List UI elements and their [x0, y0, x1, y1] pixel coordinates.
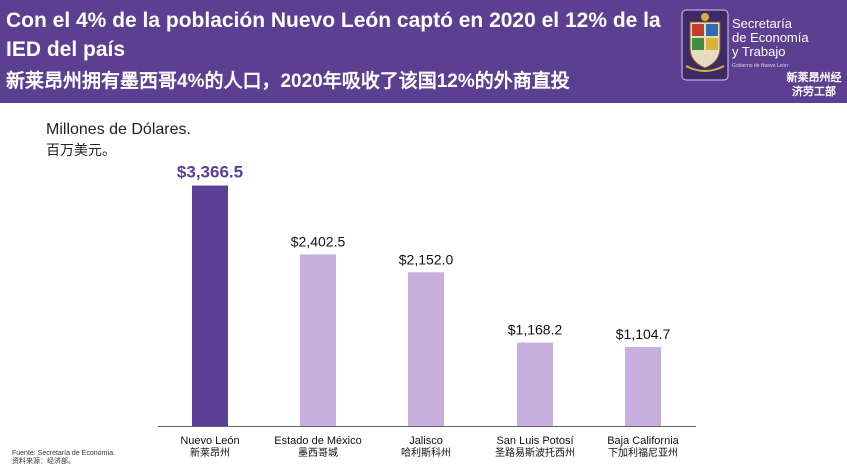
bar-2 — [408, 272, 444, 426]
category-label-3: San Luis Potosí — [496, 435, 573, 447]
category-label-zh-1: 墨西哥城 — [298, 447, 338, 459]
category-label-zh-3: 圣路易斯波托西州 — [495, 446, 575, 459]
category-label-1: Estado de México — [274, 435, 361, 447]
unit-label-spanish: Millones de Dólares. — [46, 121, 191, 138]
category-label-zh-4: 下加利福尼亚州 — [608, 446, 678, 459]
category-label-4: Baja California — [607, 435, 679, 447]
value-label-3: $1,168.2 — [508, 322, 563, 338]
category-label-2: Jalisco — [409, 435, 443, 447]
ministry-name: Secretaría de Economía y Trabajo — [732, 16, 809, 59]
source-note: Fuente: Secretaría de Economía. 资料来源：经济部… — [12, 450, 116, 465]
value-label-4: $1,104.7 — [616, 326, 671, 342]
title-banner: Con el 4% de la población Nuevo León cap… — [0, 0, 847, 103]
office-name-chinese: 新莱昂州经 济劳工部 — [786, 72, 842, 98]
title-chinese: 新莱昂州拥有墨西哥4%的人口，2020年吸收了该国12%的外商直投 — [6, 71, 570, 92]
bar-1 — [300, 254, 336, 426]
unit-label-chinese: 百万美元。 — [46, 142, 116, 158]
ministry-logo: Secretaría de Economía y Trabajo Gobiern… — [680, 8, 845, 100]
value-label-2: $2,152.0 — [399, 251, 454, 267]
value-label-1: $2,402.5 — [291, 233, 346, 249]
coat-of-arms-icon — [681, 9, 729, 81]
bar-3 — [517, 342, 553, 426]
category-label-0: Nuevo León — [180, 435, 239, 447]
category-label-zh-2: 哈利斯科州 — [401, 446, 451, 459]
bar-0 — [192, 185, 228, 426]
government-caption: Gobierno de Nuevo León — [732, 63, 788, 69]
title-spanish: Con el 4% de la población Nuevo León cap… — [6, 9, 661, 61]
value-label-0: $3,366.5 — [177, 163, 243, 182]
bar-4 — [625, 347, 661, 426]
category-label-zh-0: 新莱昂州 — [190, 446, 230, 459]
